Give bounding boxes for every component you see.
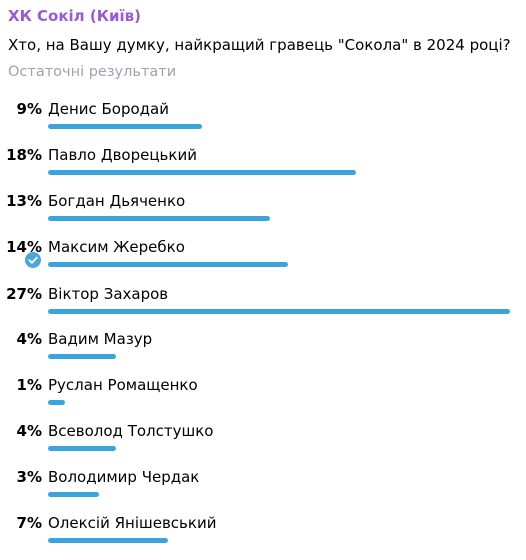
- option-bar: [48, 170, 356, 175]
- poll-option[interactable]: 13% Богдан Дьяченко: [0, 192, 526, 238]
- poll-option[interactable]: 27% Віктор Захаров: [0, 285, 526, 331]
- option-label: Володимир Чердак: [48, 468, 200, 486]
- poll-status: Остаточні результати: [8, 64, 177, 80]
- option-label: Павло Дворецький: [48, 146, 197, 164]
- poll-option[interactable]: 14% Максим Жеребко: [0, 238, 526, 284]
- option-label: Максим Жеребко: [48, 238, 185, 256]
- option-label: Всеволод Толстушко: [48, 422, 214, 440]
- poll-option[interactable]: 1% Руслан Ромащенко: [0, 376, 526, 422]
- option-label: Віктор Захаров: [48, 285, 169, 303]
- option-bar: [48, 262, 288, 267]
- poll-option[interactable]: 7% Олексій Янішевський: [0, 514, 526, 560]
- option-label: Олексій Янішевський: [48, 514, 217, 532]
- poll-option[interactable]: 4% Вадим Мазур: [0, 330, 526, 376]
- option-bar: [48, 309, 510, 314]
- poll-question: Хто, на Вашу думку, найкращий гравець "С…: [8, 36, 511, 54]
- option-bar: [48, 354, 116, 359]
- option-percent: 4%: [16, 330, 42, 348]
- option-label: Денис Бородай: [48, 100, 169, 118]
- option-percent: 1%: [16, 376, 42, 394]
- option-bar: [48, 492, 99, 497]
- option-label: Богдан Дьяченко: [48, 192, 186, 210]
- poll-option[interactable]: 9% Денис Бородай: [0, 100, 526, 146]
- option-percent: 18%: [6, 146, 42, 164]
- option-bar: [48, 538, 168, 543]
- poll-option[interactable]: 3% Володимир Чердак: [0, 468, 526, 514]
- option-percent: 9%: [16, 100, 42, 118]
- poll-option[interactable]: 4% Всеволод Толстушко: [0, 422, 526, 468]
- option-bar: [48, 400, 65, 405]
- option-label: Вадим Мазур: [48, 330, 153, 348]
- check-circle-icon: [25, 252, 41, 268]
- option-percent: 3%: [16, 468, 42, 486]
- option-bar: [48, 216, 270, 221]
- option-percent: 7%: [16, 514, 42, 532]
- poll-option[interactable]: 18% Павло Дворецький: [0, 146, 526, 192]
- option-bar: [48, 446, 116, 451]
- option-percent: 13%: [6, 192, 42, 210]
- option-label: Руслан Ромащенко: [48, 376, 198, 394]
- channel-name[interactable]: ХК Сокіл (Київ): [8, 7, 142, 25]
- option-percent: 27%: [6, 285, 42, 303]
- option-percent: 4%: [16, 422, 42, 440]
- option-bar: [48, 124, 202, 129]
- option-percent: 14%: [6, 238, 42, 256]
